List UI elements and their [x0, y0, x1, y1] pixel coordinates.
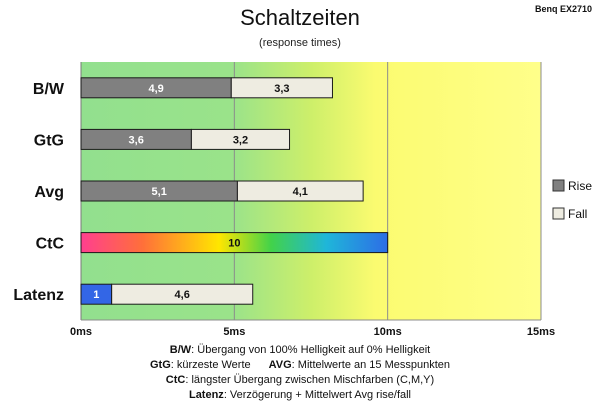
footnote-avg-text: : Mittelwerte an 15 Messpunkten — [291, 359, 451, 371]
bar-rise-label-4: 1 — [93, 289, 99, 301]
bar-fall-label-0: 3,3 — [274, 83, 289, 95]
x-tick-10: 10ms — [374, 326, 402, 338]
category-label-1: GtG — [34, 132, 64, 149]
x-tick-0: 0ms — [70, 326, 92, 338]
bar-fall-label-1: 3,2 — [233, 134, 248, 146]
bar-rise-3 — [80, 232, 389, 254]
legend-swatch-0 — [552, 179, 565, 192]
footnote-ctc: CtC: längster Übergang zwischen Mischfar… — [0, 373, 600, 388]
footnote-gtg-key: GtG — [149, 359, 171, 371]
legend-label-0: Rise — [568, 179, 592, 193]
footnote-latenz-text: : Verzögerung + Mittelwert Avg rise/fall — [223, 389, 412, 401]
category-label-0: B/W — [33, 81, 65, 98]
bar-rise-label-3: 10 — [228, 238, 240, 250]
x-tick-15: 15ms — [527, 326, 555, 338]
legend-swatch-1 — [552, 207, 565, 220]
category-labels: B/W GtG Avg CtC Latenz — [13, 81, 65, 304]
category-label-2: Avg — [34, 184, 64, 201]
bar-rise-label-2: 5,1 — [152, 186, 167, 198]
footnote-gtg-avg: GtG: kürzeste Werte AVG: Mittelwerte an 1… — [0, 358, 600, 373]
chart-title: Schaltzeiten — [240, 5, 360, 30]
category-label-4: Latenz — [13, 287, 64, 304]
footnote-bw-key: B/W — [169, 344, 192, 356]
footnote-avg-key: AVG — [268, 359, 292, 371]
brand-label: Benq EX2710 — [535, 4, 592, 14]
bar-fall-0 — [230, 77, 333, 99]
bars-group: 4,9 3,3 3,6 3,2 5,1 4,1 10 1 4,6 — [80, 77, 389, 305]
bar-rise-label-1: 3,6 — [129, 134, 144, 146]
chart-subtitle: (response times) — [259, 37, 341, 49]
footnote-latenz: Latenz: Verzögerung + Mittelwert Avg ris… — [0, 388, 600, 403]
bar-fall-1 — [190, 128, 291, 150]
footnote-bw-text: : Übergang von 100% Helligkeit auf 0% He… — [191, 344, 431, 356]
category-label-3: CtC — [36, 236, 65, 253]
footnote-bw: B/W: Übergang von 100% Helligkeit auf 0%… — [0, 343, 600, 358]
legend-label-1: Fall — [568, 207, 587, 221]
footnote-ctc-key: CtC — [165, 374, 186, 386]
x-tick-labels: 0ms 5ms 10ms 15ms — [70, 326, 555, 338]
legend: Rise Fall — [552, 179, 592, 221]
bar-fall-4 — [111, 283, 254, 305]
bar-fall-label-4: 4,6 — [175, 289, 190, 301]
bar-rise-label-0: 4,9 — [148, 83, 163, 95]
x-tick-5: 5ms — [223, 326, 245, 338]
footnote-latenz-key: Latenz — [188, 389, 224, 401]
footnote-ctc-text: : längster Übergang zwischen Mischfarben… — [185, 374, 435, 386]
bar-fall-label-2: 4,1 — [293, 186, 308, 198]
footnote-gtg-text: : kürzeste Werte — [170, 359, 251, 371]
bar-fall-2 — [236, 180, 364, 202]
